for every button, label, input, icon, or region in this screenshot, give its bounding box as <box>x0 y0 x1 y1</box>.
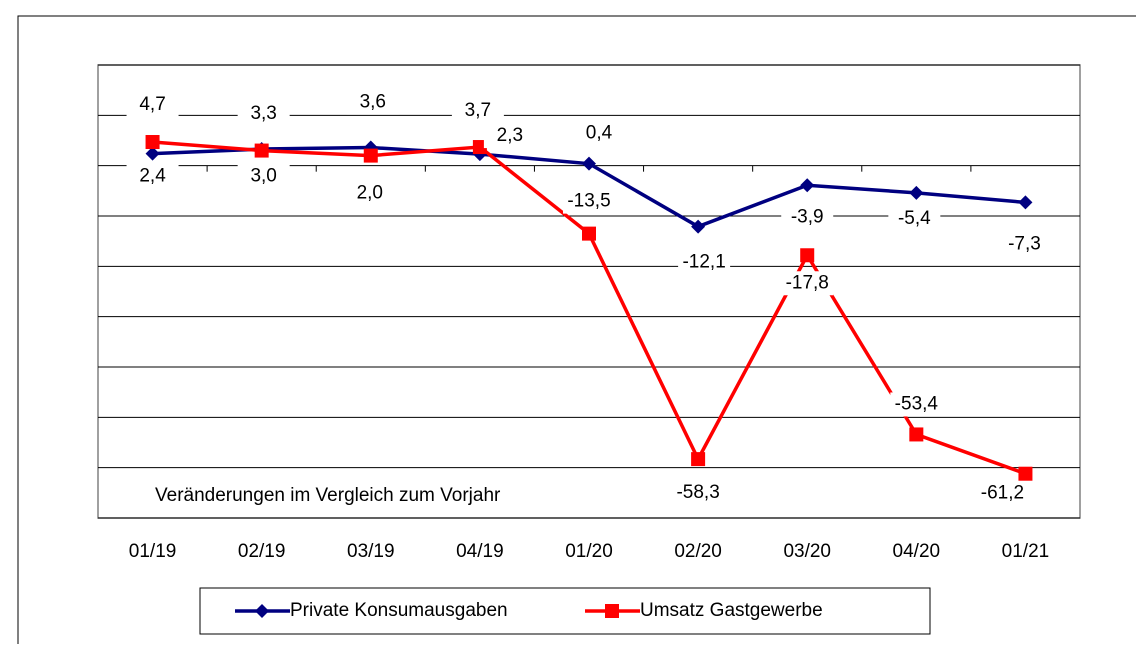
x-tick-label: 01/21 <box>1002 541 1050 562</box>
marker <box>691 452 706 467</box>
data-label: 3,6 <box>360 92 386 113</box>
marker <box>363 148 378 163</box>
data-label: 0,4 <box>586 123 613 144</box>
label-bg <box>976 481 1029 506</box>
marker <box>145 146 160 161</box>
label-bg <box>237 164 290 189</box>
label-bg <box>888 206 941 231</box>
label-bg <box>126 93 179 118</box>
label-bg <box>573 121 625 146</box>
data-label: 2,4 <box>139 166 166 187</box>
data-label: -5,4 <box>898 208 931 229</box>
marker <box>472 140 487 155</box>
data-label: -3,9 <box>791 206 824 227</box>
marker <box>145 135 160 150</box>
data-label: -17,8 <box>786 272 829 293</box>
data-label: 2,3 <box>497 125 523 146</box>
data-label: -13,5 <box>567 191 610 212</box>
legend-box <box>199 587 931 635</box>
marker <box>1018 195 1033 210</box>
data-label: -7,3 <box>1008 233 1041 254</box>
label-bg <box>343 181 396 206</box>
label-bg <box>998 232 1051 257</box>
annotation: Veränderungen im Vergleich zum Vorjahr <box>155 485 501 506</box>
legend-label: Umsatz Gastgewerbe <box>640 600 823 621</box>
legend-label: Private Konsumausgaben <box>290 600 508 621</box>
label-bg <box>781 205 834 230</box>
x-tick-label: 03/20 <box>783 541 831 562</box>
x-tick-label: 02/19 <box>238 541 286 562</box>
x-tick-label: 01/20 <box>565 541 613 562</box>
data-label: -58,3 <box>676 482 719 503</box>
marker <box>909 427 924 442</box>
x-tick-label: 04/19 <box>456 541 504 562</box>
x-tick-label: 03/19 <box>347 541 395 562</box>
marker <box>691 219 706 234</box>
data-label: 2,0 <box>357 183 383 204</box>
x-tick-label: 04/20 <box>893 541 941 562</box>
label-bg <box>346 90 399 115</box>
label-bg <box>678 250 731 275</box>
label-bg <box>237 102 290 127</box>
data-label: 3,0 <box>250 166 276 187</box>
data-label: -12,1 <box>682 252 725 273</box>
label-bg <box>451 99 504 124</box>
marker <box>582 226 596 241</box>
label-bg <box>890 392 943 417</box>
data-label: 4,7 <box>139 94 165 115</box>
data-label: -61,2 <box>981 483 1024 504</box>
marker <box>800 248 815 263</box>
x-tick-label: 01/19 <box>129 541 177 562</box>
data-label: -53,4 <box>895 393 939 414</box>
label-bg <box>126 164 179 189</box>
chart-frame <box>17 15 1136 649</box>
marker <box>254 143 269 158</box>
marker <box>800 178 815 193</box>
legend-marker <box>605 604 619 618</box>
label-bg <box>563 189 615 214</box>
marker <box>1018 466 1033 481</box>
data-label: 3,3 <box>250 103 276 124</box>
label-bg <box>672 481 725 506</box>
label-bg <box>781 271 834 296</box>
x-tick-label: 02/20 <box>674 541 722 562</box>
legend-marker <box>255 604 269 618</box>
marker <box>909 185 924 200</box>
label-bg <box>483 124 536 149</box>
marker <box>582 156 596 171</box>
data-label: 3,7 <box>465 100 491 121</box>
